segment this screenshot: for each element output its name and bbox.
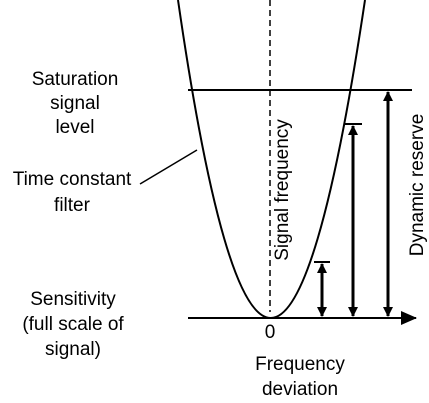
- label: Time constant: [13, 169, 132, 190]
- filter-curve: [177, 0, 366, 319]
- label: signal: [50, 93, 100, 114]
- axis-label: deviation: [262, 379, 338, 400]
- label: Sensitivity: [30, 289, 116, 310]
- label: filter: [54, 195, 91, 216]
- origin-label: 0: [265, 322, 276, 343]
- axis-label: Frequency: [255, 354, 345, 375]
- label: level: [55, 117, 94, 138]
- leader-line: [139, 149, 198, 185]
- signal-label: Signal frequency: [272, 119, 293, 261]
- label: signal): [45, 339, 101, 360]
- label: Saturation: [32, 69, 119, 90]
- reserve-label: Dynamic reserve: [407, 114, 428, 257]
- label: (full scale of: [22, 314, 124, 335]
